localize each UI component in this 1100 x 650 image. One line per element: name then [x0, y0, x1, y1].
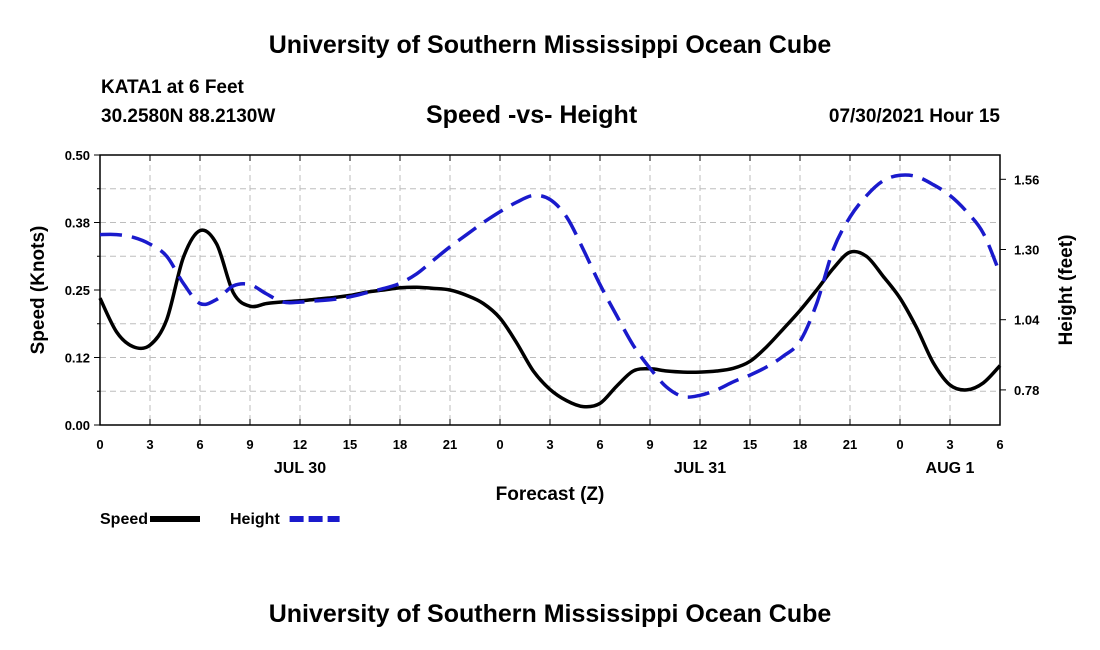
y-tick-label: 0.00 [65, 418, 90, 433]
x-tick-label: 15 [343, 437, 357, 452]
height-series-line [99, 173, 1002, 399]
x-tick-label: 0 [96, 437, 103, 452]
x-tick-label: 18 [393, 437, 407, 452]
legend-label-height: Height [230, 511, 280, 528]
x-tick-label: 18 [793, 437, 807, 452]
x-axis-title: Forecast (Z) [496, 484, 605, 505]
x-tick-label: 15 [743, 437, 757, 452]
datetime-label: 07/30/2021 Hour 15 [828, 106, 1000, 127]
chart-title-top: University of Southern Mississippi Ocean… [268, 31, 832, 59]
y2-tick-label: 1.56 [1014, 172, 1039, 187]
x-tick-label: 0 [496, 437, 503, 452]
x-tick-label: 0 [896, 437, 903, 452]
date-label: JUL 30 [274, 460, 326, 477]
x-tick-label: 21 [443, 437, 457, 452]
x-tick-label: 12 [693, 437, 707, 452]
chart-subtitle: Speed -vs- Height [426, 101, 638, 129]
x-tick-label: 21 [843, 437, 857, 452]
x-tick-label: 6 [596, 437, 603, 452]
y-tick-label: 0.25 [65, 283, 90, 298]
y-tick-label: 0.50 [65, 148, 90, 163]
coordinates-label: 30.2580N 88.2130W [101, 106, 276, 127]
chart-title-bottom: University of Southern Mississippi Ocean… [268, 600, 832, 628]
y2-tick-label: 1.30 [1014, 243, 1039, 258]
station-label: KATA1 at 6 Feet [101, 77, 244, 98]
y-tick-label: 0.38 [65, 216, 90, 231]
x-tick-label: 6 [196, 437, 203, 452]
y-axis-title: Speed (Knots) [28, 226, 49, 355]
x-tick-label: 3 [946, 437, 953, 452]
date-label: JUL 31 [674, 460, 726, 477]
date-label: AUG 1 [926, 460, 975, 477]
y-tick-label: 0.12 [65, 351, 90, 366]
x-tick-label: 12 [293, 437, 307, 452]
x-tick-label: 6 [996, 437, 1003, 452]
x-tick-label: 9 [246, 437, 253, 452]
y2-tick-label: 0.78 [1014, 383, 1039, 398]
y2-tick-label: 1.04 [1014, 313, 1040, 328]
speed-series-line [98, 228, 1002, 409]
legend-label-speed: Speed [100, 511, 148, 528]
y2-axis-title: Height (feet) [1056, 235, 1077, 346]
x-tick-label: 3 [546, 437, 553, 452]
x-tick-label: 9 [646, 437, 653, 452]
x-tick-label: 3 [146, 437, 153, 452]
